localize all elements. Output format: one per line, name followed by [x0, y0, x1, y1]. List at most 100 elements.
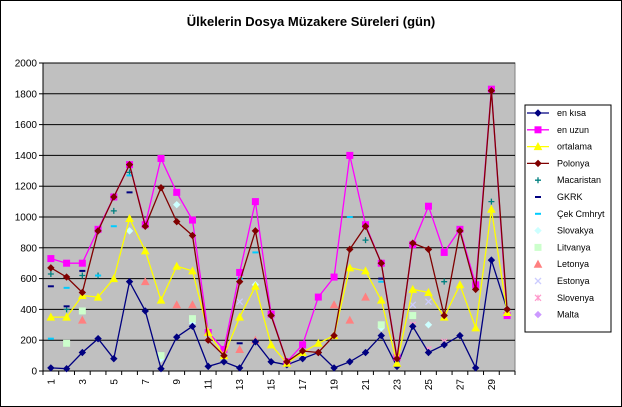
data-point: [377, 259, 385, 267]
x-axis: 1 3 5 7 9 11 13 15 17 19 21 23 25 27 29: [42, 370, 516, 391]
data-point: [346, 358, 354, 366]
data-point: [47, 364, 55, 372]
y-tick-label: 0: [31, 367, 37, 378]
y-tick-label: 1800: [15, 89, 38, 100]
data-point: [471, 364, 480, 372]
data-point: [173, 217, 181, 226]
data-point: [93, 292, 103, 301]
data-point: [267, 311, 275, 320]
data-point: [533, 142, 543, 151]
x-tick-label: 23: [393, 379, 404, 391]
data-point: [157, 184, 165, 192]
data-point: [534, 294, 542, 302]
data-point: [392, 358, 402, 367]
data-point: [488, 198, 495, 205]
data-point: [487, 87, 496, 95]
data-point: [267, 358, 275, 366]
x-tick-label: 27: [455, 379, 466, 391]
data-point: [345, 315, 355, 324]
data-point: [63, 306, 70, 313]
legend-item: Letonya: [533, 259, 589, 269]
x-tick-label: 19: [330, 379, 341, 391]
data-point: [157, 364, 165, 373]
legend-item: en uzun: [527, 125, 589, 135]
data-point: [235, 277, 244, 286]
data-point: [236, 298, 244, 306]
data-point: [534, 310, 542, 319]
data-point: [140, 246, 150, 255]
data-point: [534, 126, 542, 134]
data-point: [125, 227, 134, 235]
data-point: [409, 239, 417, 247]
data-point: [220, 351, 228, 360]
data-point: [63, 339, 71, 347]
data-point: [235, 344, 245, 353]
data-point: [298, 347, 307, 355]
data-point: [173, 333, 181, 341]
x-tick-label: 15: [267, 379, 278, 391]
data-point: [283, 358, 291, 366]
data-point: [409, 312, 417, 320]
data-point: [235, 364, 244, 372]
legend-label: ortalama: [557, 142, 592, 152]
y-tick-label: 2000: [15, 59, 38, 70]
data-point: [47, 255, 55, 263]
data-point: [78, 307, 86, 315]
data-point: [440, 311, 448, 320]
y-tick-label: 400: [20, 305, 37, 316]
y-tick-label: 800: [20, 243, 37, 254]
data-point: [204, 336, 212, 344]
data-point: [424, 202, 432, 210]
data-point: [440, 248, 448, 256]
data-point: [110, 354, 118, 363]
x-tick-label: 5: [109, 379, 120, 385]
data-point: [173, 188, 181, 196]
legend-item: Çek Cmhryt: [535, 209, 605, 219]
y-tick-label: 1600: [15, 120, 38, 131]
legend-item: ortalama: [527, 142, 592, 152]
data-point: [251, 338, 260, 346]
data-point: [47, 264, 55, 272]
data-point: [188, 315, 196, 323]
data-point: [188, 231, 197, 240]
data-point: [425, 298, 432, 306]
data-point: [534, 243, 542, 251]
data-point: [362, 237, 369, 244]
data-point: [314, 293, 322, 301]
data-point: [204, 362, 212, 371]
data-point: [94, 334, 102, 343]
x-tick-label: 3: [78, 379, 89, 385]
data-point: [125, 213, 134, 223]
data-point: [409, 301, 417, 309]
data-point: [361, 266, 370, 275]
data-point: [456, 227, 464, 235]
data-point: [534, 159, 542, 168]
data-point: [172, 300, 182, 309]
data-point: [409, 322, 417, 331]
legend-item: Slovenya: [534, 293, 594, 303]
data-point: [188, 300, 197, 309]
data-point: [535, 177, 541, 184]
data-point: [376, 295, 386, 304]
data-point: [534, 226, 542, 235]
series-line: [50, 90, 508, 363]
legend-label: Malta: [557, 310, 579, 320]
data-point: [533, 259, 543, 268]
data-point: [125, 277, 134, 286]
data-point: [62, 364, 71, 373]
data-point: [534, 277, 542, 285]
series-line: [50, 209, 508, 365]
data-point: [408, 284, 418, 293]
data-point: [63, 259, 71, 267]
data-point: [157, 154, 165, 162]
y-axis: 0 200 400 600 800 1000 1200 1400 1600 1800 2000: [15, 59, 44, 378]
data-point: [441, 278, 448, 285]
legend-box: [524, 104, 612, 333]
data-point: [330, 273, 338, 281]
x-tick-label: 11: [204, 379, 215, 390]
x-tick-label: 21: [361, 379, 372, 391]
data-point: [487, 256, 496, 264]
data-point: [424, 348, 433, 357]
y-tick-label: 1000: [15, 213, 38, 224]
